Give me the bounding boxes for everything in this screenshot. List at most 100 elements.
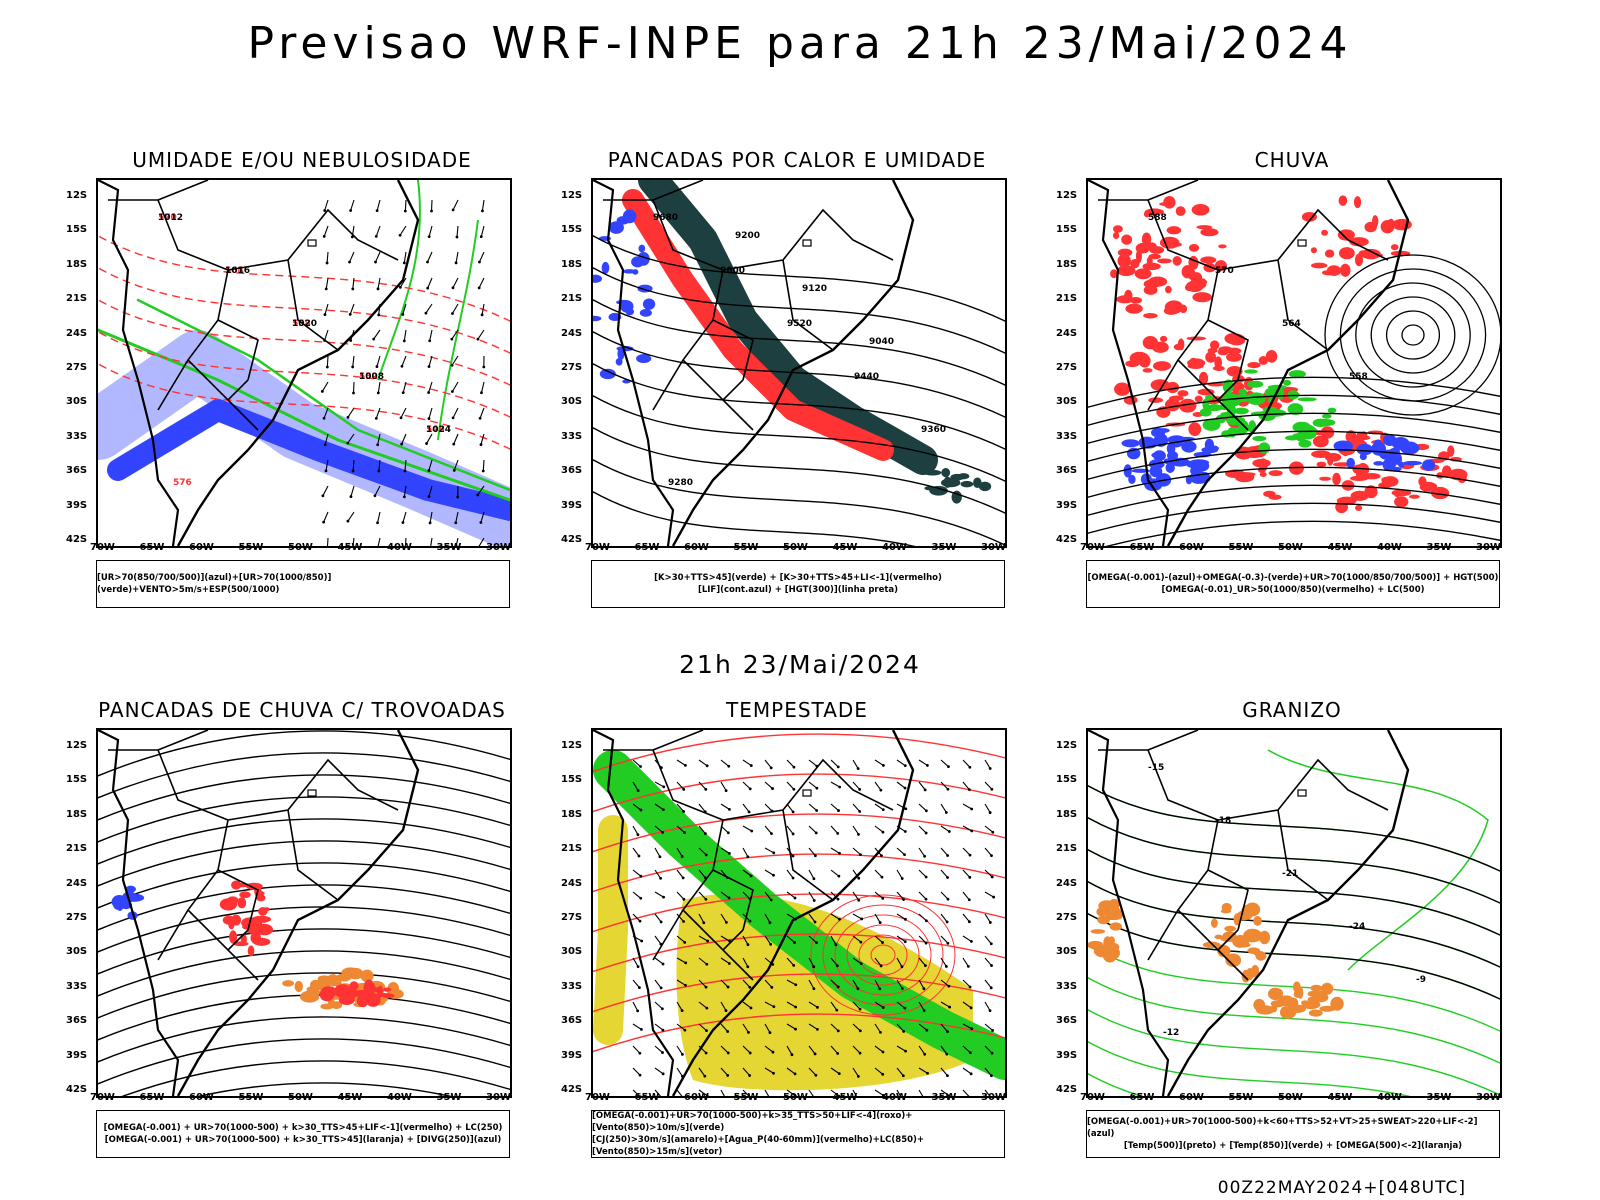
contour-label: -12 xyxy=(1163,1028,1179,1038)
wind-vector xyxy=(852,1045,861,1054)
wind-vector-head xyxy=(988,1009,992,1013)
wind-vector xyxy=(428,225,433,237)
wind-vector xyxy=(830,1023,839,1032)
wind-vector xyxy=(377,277,381,289)
wind-vector-head xyxy=(682,810,686,813)
wind-vector-head xyxy=(477,286,481,290)
wind-vector xyxy=(377,511,381,523)
wind-vector-head xyxy=(880,854,883,858)
longitude-label: 30W xyxy=(486,542,511,553)
wind-vector-head xyxy=(858,788,862,791)
streamline xyxy=(98,774,510,821)
wind-vector-head xyxy=(990,964,993,967)
rain-area xyxy=(1191,204,1210,216)
longitude-label: 70W xyxy=(90,1092,115,1103)
latitude-label: 39S xyxy=(66,499,88,511)
rain-area xyxy=(1198,371,1209,386)
wind-vector xyxy=(918,847,926,857)
forecast-map: -15 -18 -21 -24 -9 -12 xyxy=(1086,728,1502,1098)
wind-vector-head xyxy=(771,787,774,790)
wind-vector-head xyxy=(451,390,454,393)
longitude-label: 40W xyxy=(882,1092,907,1103)
strong-omega-area xyxy=(1222,379,1234,394)
wind-vector xyxy=(676,1067,683,1077)
latitude-label: 39S xyxy=(1056,499,1078,511)
wind-vector-head xyxy=(923,854,927,858)
thunderstorm-area xyxy=(263,907,271,912)
omega-500-area xyxy=(1253,950,1264,957)
rain-area xyxy=(1310,262,1328,269)
rain-area xyxy=(1366,252,1383,258)
strong-omega-area xyxy=(1244,369,1258,374)
rain-area xyxy=(1177,390,1189,397)
rain-area xyxy=(1194,395,1203,403)
wind-vector xyxy=(874,1089,884,1096)
rain-area xyxy=(1310,247,1317,254)
contour-label: -21 xyxy=(1282,869,1298,879)
forecast-map xyxy=(96,728,512,1098)
wind-vector-head xyxy=(922,987,926,991)
wind-vector-head xyxy=(427,391,431,394)
instability-li-area xyxy=(622,189,894,461)
wind-vector xyxy=(786,1045,793,1055)
andes-coastline xyxy=(1088,730,1170,1096)
wind-vector xyxy=(808,1045,816,1055)
wind-vector-head xyxy=(426,286,430,290)
contour-label: 564 xyxy=(1282,319,1301,329)
political-borders xyxy=(603,180,894,431)
wind-vector xyxy=(742,1023,749,1033)
contour-line xyxy=(1088,880,1500,968)
wind-vector xyxy=(429,511,433,523)
latitude-label: 15S xyxy=(561,774,583,786)
wind-vector xyxy=(742,759,752,767)
wind-vector xyxy=(764,1045,774,1053)
wind-vector xyxy=(918,825,927,834)
wind-vector xyxy=(984,1089,991,1096)
main-title: Previsao WRF-INPE para 21h 23/Mai/2024 xyxy=(247,18,1353,69)
wind-vector xyxy=(480,433,485,445)
latitude-label: 12S xyxy=(1056,190,1078,201)
rain-area xyxy=(1116,265,1136,277)
wind-vector xyxy=(377,381,381,393)
wind-vector xyxy=(808,847,816,857)
wind-vector xyxy=(698,935,708,942)
wind-vector-head xyxy=(661,831,665,834)
wind-vector-head xyxy=(454,261,458,265)
wind-vector-head xyxy=(659,920,663,924)
rain-area xyxy=(1218,244,1227,249)
legend-box: [OMEGA(-0.001)-(azul)+OMEGA(-0.3)-(verde… xyxy=(1086,560,1500,608)
wind-vector-head xyxy=(640,939,644,943)
jet-stream-area xyxy=(593,815,628,1045)
thunderstorm-area xyxy=(252,937,271,946)
wind-vector xyxy=(676,957,686,964)
wind-vector-head xyxy=(324,469,328,473)
rain-area xyxy=(1394,496,1409,508)
omega-500-area xyxy=(1102,948,1117,963)
weak-omega-area xyxy=(1398,461,1405,468)
thunderstorm-area xyxy=(356,994,369,1008)
wind-vector-head xyxy=(451,416,455,420)
wind-vector xyxy=(377,537,381,546)
wind-vector xyxy=(764,913,771,923)
wind-vector xyxy=(323,225,329,237)
wind-vector-head xyxy=(903,1006,907,1010)
latitude-label: 36S xyxy=(1056,465,1078,477)
streamline xyxy=(593,813,1005,853)
rain-area xyxy=(1144,208,1164,216)
wind-vector xyxy=(940,979,950,987)
longitude-label: 35W xyxy=(1426,1092,1452,1103)
thunderstorm-area xyxy=(219,898,238,911)
wind-vector-head xyxy=(346,415,350,419)
streamline xyxy=(593,893,1005,933)
wind-vector-head xyxy=(903,764,907,768)
wind-vector-head xyxy=(704,897,708,901)
wind-vector-head xyxy=(836,985,840,989)
longitude-label: 45W xyxy=(1327,542,1353,553)
wind-vector xyxy=(896,1089,902,1096)
wind-vector-head xyxy=(639,765,642,768)
latitude-label: 12S xyxy=(561,190,583,201)
rain-area xyxy=(1355,504,1363,512)
wind-vector-head xyxy=(990,1051,994,1055)
wind-vector xyxy=(874,957,882,967)
